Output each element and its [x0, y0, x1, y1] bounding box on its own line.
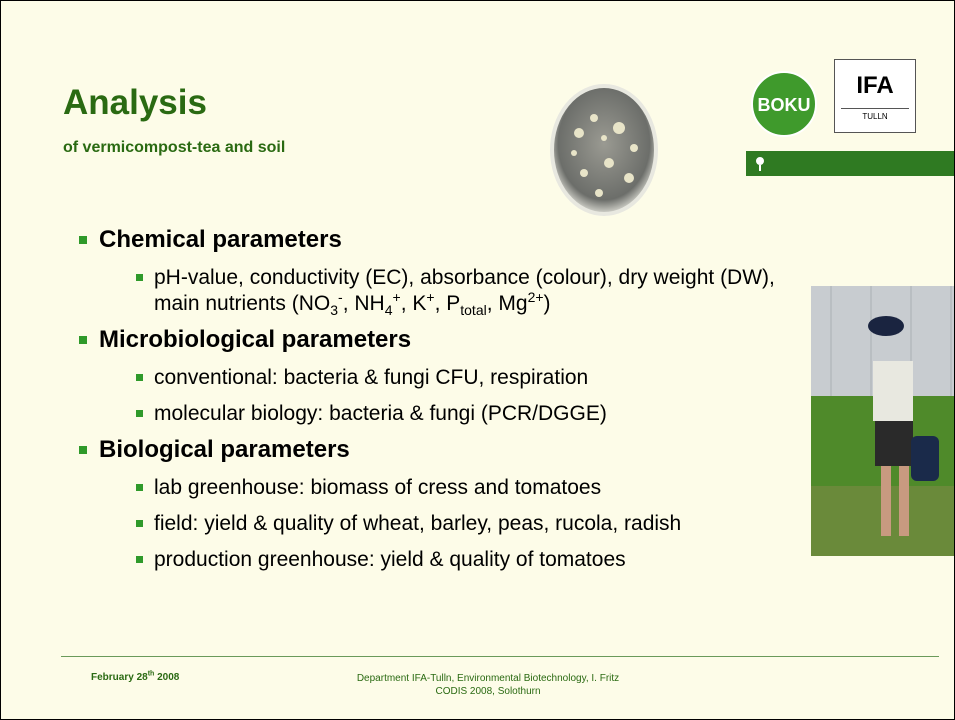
text-part: production greenhouse: yield & quality o… — [154, 548, 626, 571]
footer-line-text: CODIS 2008, Solothurn — [288, 685, 688, 698]
bullet: Chemical parameters pH-value, conductivit… — [79, 225, 779, 317]
green-bar — [746, 151, 955, 176]
text-part: 2+ — [528, 289, 544, 305]
petri-dish-image — [549, 83, 659, 218]
sub-bullet: pH-value, conductivity (EC), absorbance … — [99, 265, 794, 317]
sub-bullet: field: yield & quality of wheat, barley,… — [99, 511, 794, 537]
bullet-list: Chemical parameters pH-value, conductivit… — [79, 217, 779, 573]
sub-bullet-marker — [136, 520, 143, 527]
text-part: ) — [544, 292, 551, 315]
footer-line-text: Department IFA-Tulln, Environmental Biot… — [288, 672, 688, 685]
bullet-text: Biological parameters — [99, 436, 350, 463]
sub-bullet-text: conventional: bacteria & fungi CFU, resp… — [154, 366, 588, 389]
text-part: + — [426, 289, 434, 305]
subtitle: of vermicompost-tea and soil — [63, 139, 285, 157]
bullet-text: Chemical parameters — [99, 226, 342, 253]
slide: Analysis of vermicompost-tea and soil BO… — [0, 0, 955, 720]
footer-date: February 28th 2008 — [91, 672, 179, 683]
bullet-text: Microbiological parameters — [99, 326, 411, 353]
text-part: 4 — [385, 302, 393, 318]
sub-bullet-text: molecular biology: bacteria & fungi (PCR… — [154, 402, 607, 425]
bar-icon — [746, 151, 766, 176]
bullet-marker — [79, 236, 87, 244]
footer-line — [61, 656, 939, 657]
text-part: total — [460, 302, 486, 318]
text-part: 3 — [330, 302, 338, 318]
ifa-logo: IFA TULLN — [834, 59, 916, 133]
sub-bullet: molecular biology: bacteria & fungi (PCR… — [99, 401, 794, 427]
sub-bullet-marker — [136, 274, 143, 281]
title: Analysis — [63, 83, 207, 123]
text-part: molecular biology: bacteria & fungi (PCR… — [154, 402, 607, 425]
text-part: + — [393, 289, 401, 305]
bullet-marker — [79, 336, 87, 344]
sub-bullet-marker — [136, 484, 143, 491]
sub-bullet-text: lab greenhouse: biomass of cress and tom… — [154, 476, 601, 499]
footer-center: Department IFA-Tulln, Environmental Biot… — [288, 672, 688, 698]
sub-bullet-marker — [136, 556, 143, 563]
text-part: , P — [435, 292, 461, 315]
text-part: , Mg — [487, 292, 528, 315]
boku-text: BOKU — [758, 95, 811, 115]
tulln-text: TULLN — [841, 108, 909, 121]
text-part: , NH — [343, 292, 385, 315]
sub-bullet: lab greenhouse: biomass of cress and tom… — [99, 475, 794, 501]
text-part: field: yield & quality of wheat, barley,… — [154, 512, 681, 535]
text-part: , K — [401, 292, 427, 315]
boku-logo: BOKU — [749, 69, 819, 139]
sub-bullet-marker — [136, 410, 143, 417]
field-photo — [811, 286, 955, 556]
sub-bullet-text: field: yield & quality of wheat, barley,… — [154, 512, 681, 535]
sub-bullet-marker — [136, 374, 143, 381]
bullet-marker — [79, 446, 87, 454]
ifa-text: IFA — [835, 72, 915, 100]
bullet: Biological parameters lab greenhouse: bio… — [79, 435, 779, 573]
sub-bullet-text: pH-value, conductivity (EC), absorbance … — [154, 266, 775, 315]
sub-bullet: conventional: bacteria & fungi CFU, resp… — [99, 365, 794, 391]
text-part: conventional: bacteria & fungi CFU, resp… — [154, 366, 588, 389]
bullet: Microbiological parameters conventional: … — [79, 325, 779, 427]
sub-bullet-text: production greenhouse: yield & quality o… — [154, 548, 626, 571]
text-part: February 28 — [91, 672, 148, 683]
sub-bullet: production greenhouse: yield & quality o… — [99, 547, 794, 573]
text-part: lab greenhouse: biomass of cress and tom… — [154, 476, 601, 499]
text-part: 2008 — [154, 672, 179, 683]
